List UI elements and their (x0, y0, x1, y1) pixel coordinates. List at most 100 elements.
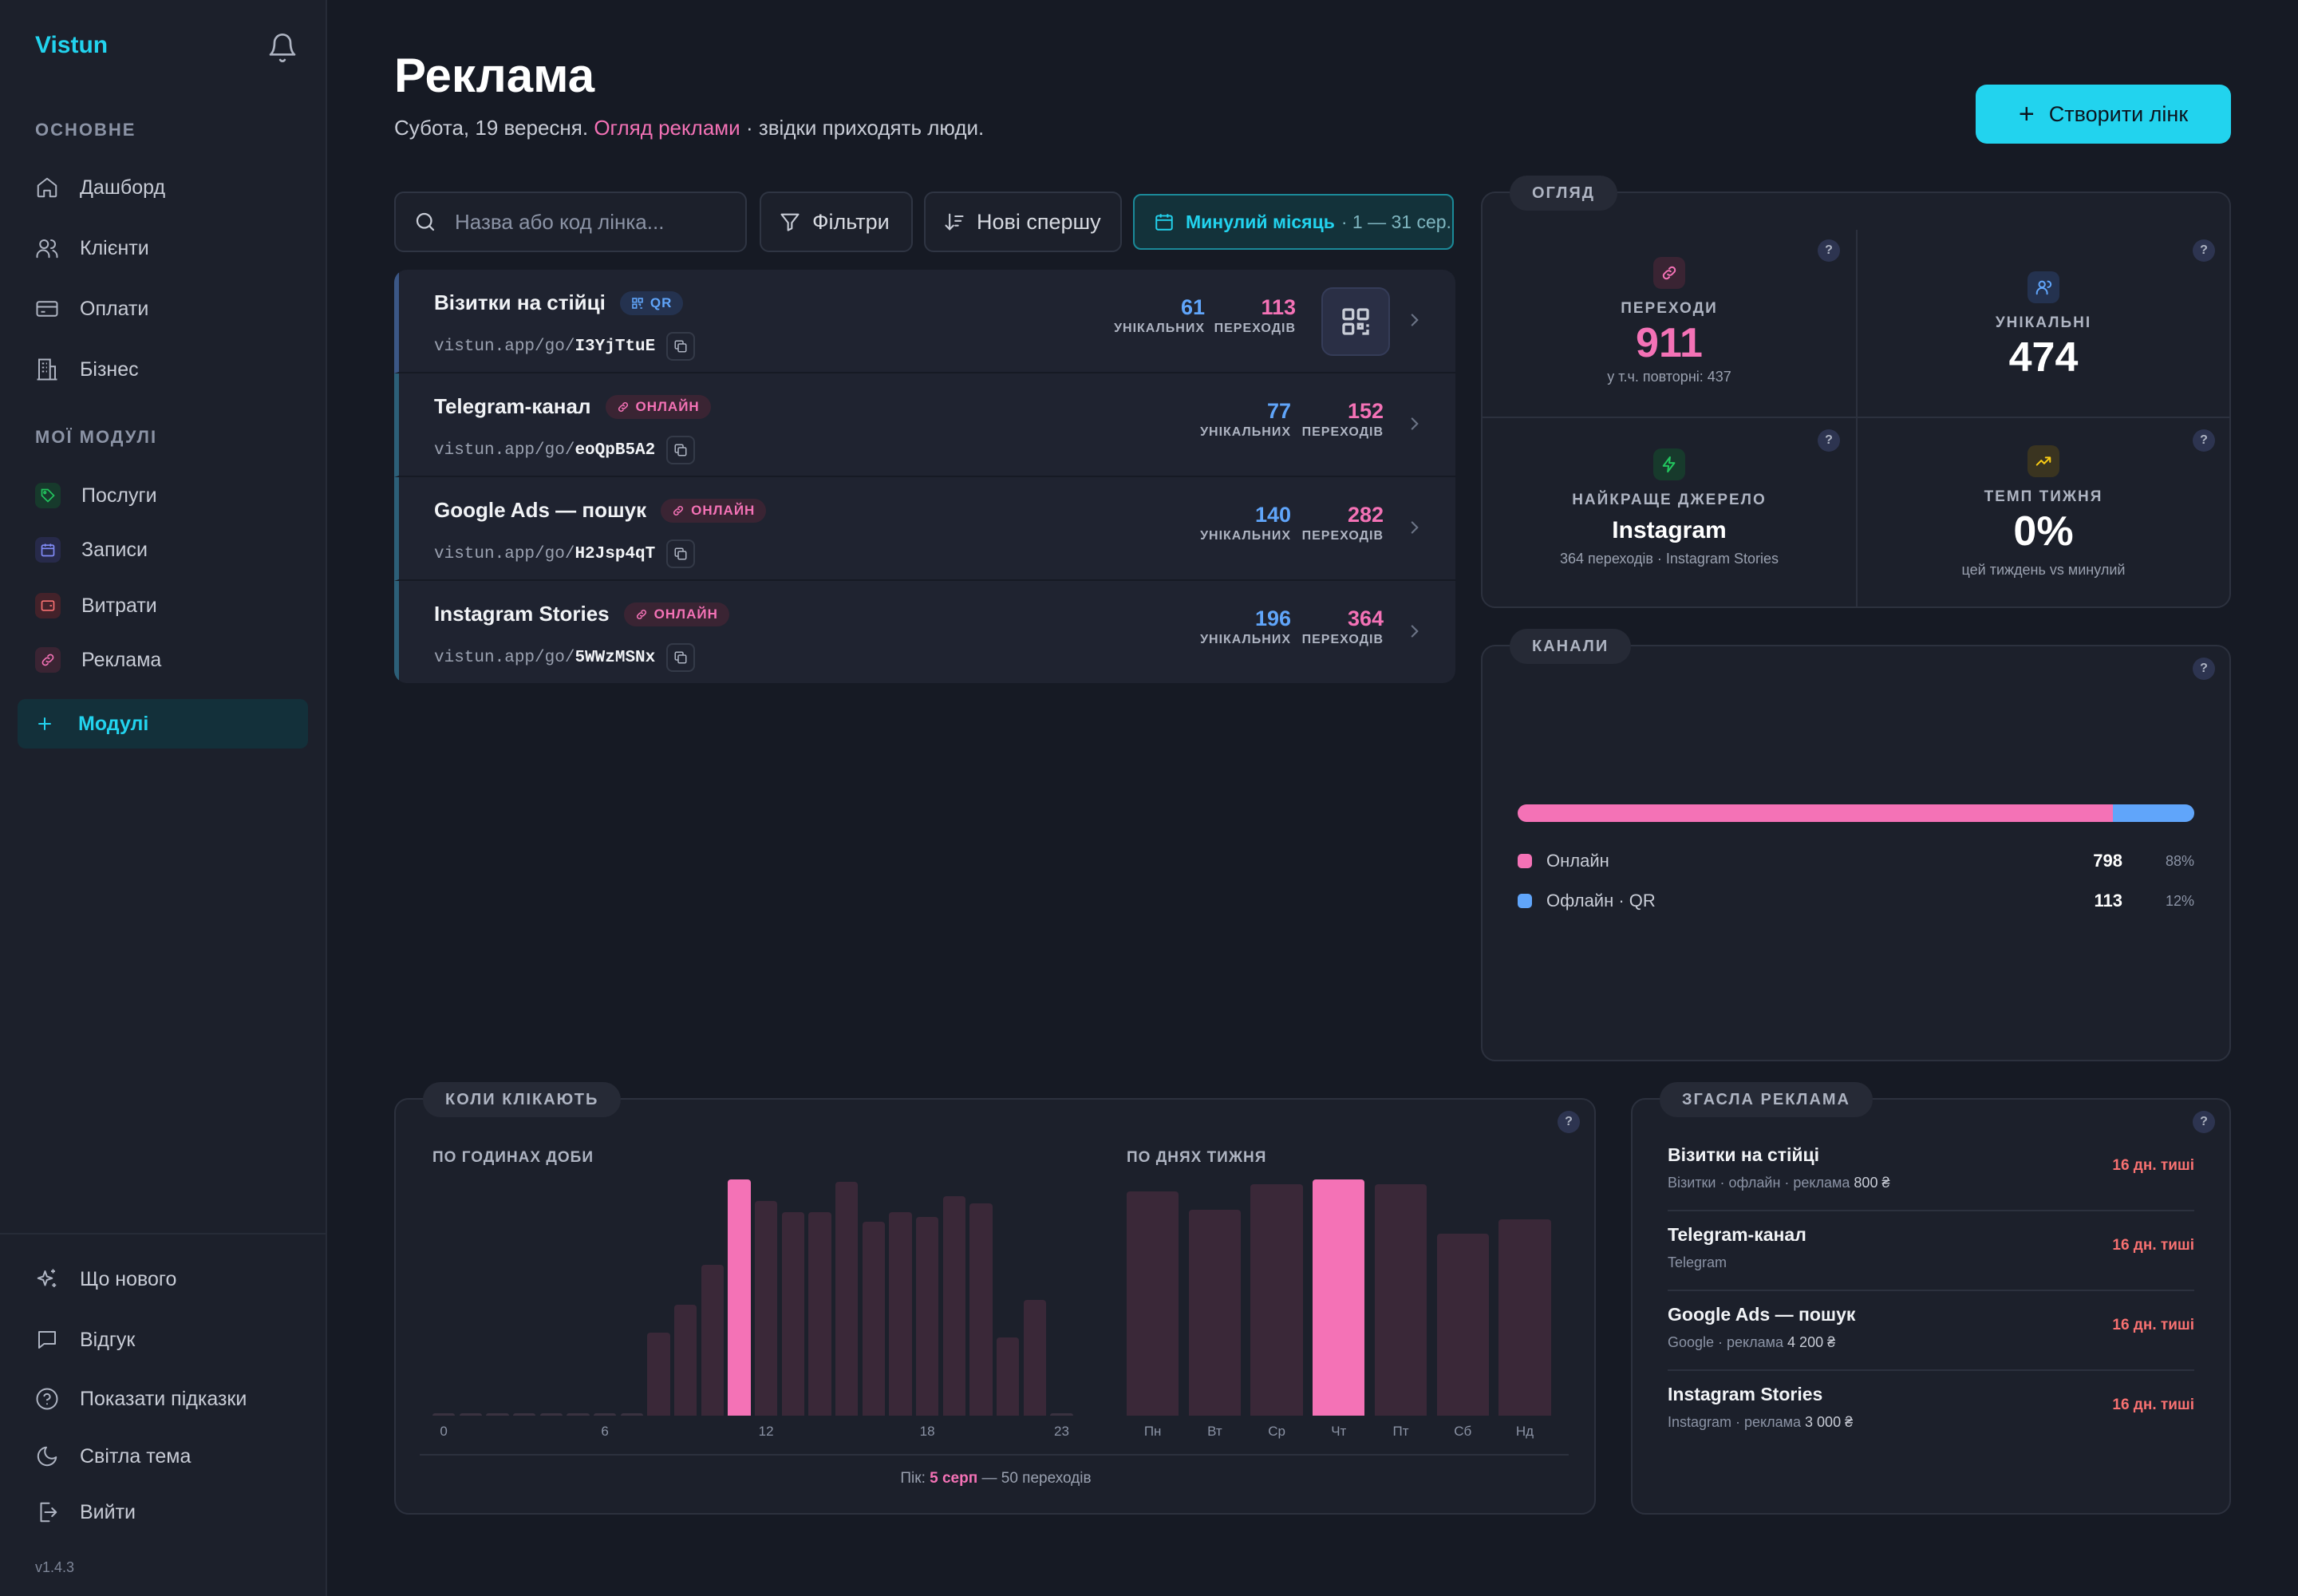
sidebar-item-expenses[interactable]: Витрати (18, 580, 308, 631)
search-input[interactable] (455, 209, 718, 235)
bell-icon[interactable] (267, 32, 298, 64)
x-tick-label: Пт (1392, 1424, 1409, 1439)
help-button[interactable]: ? (2193, 1111, 2215, 1133)
users-icon (36, 239, 58, 259)
sidebar-item-label: Бізнес (80, 358, 139, 381)
chevron-right-icon[interactable] (1404, 621, 1425, 642)
add-module-button[interactable]: Модулі (18, 699, 308, 749)
sort-icon (945, 213, 964, 231)
copy-button[interactable] (666, 643, 696, 672)
create-link-button[interactable]: + Створити лінк (1976, 85, 2231, 144)
link-url: vistun.app/go/eoQpB5A2 (434, 436, 696, 464)
channel-value: 113 (2094, 891, 2123, 911)
link-row[interactable]: Instagram Stories ОНЛАЙН vistun.app/go/5… (394, 581, 1455, 683)
link-row[interactable]: Google Ads — пошук ОНЛАЙН vistun.app/go/… (394, 477, 1455, 581)
unique-metric: УНІКАЛЬНІ 474 (1858, 271, 2229, 381)
tag-icon (35, 483, 61, 508)
add-module-label: Модулі (78, 712, 149, 735)
expired-ad-row[interactable]: Telegram-канал Telegram 16 дн. тиші (1668, 1211, 2194, 1291)
x-tick-label: 0 (440, 1424, 448, 1439)
link-name: Візитки на стійці (434, 290, 606, 314)
expired-ad-name: Instagram Stories (1668, 1384, 1823, 1404)
page-subtitle: Субота, 19 вересня. Огляд реклами · звід… (394, 116, 984, 140)
chart-bar (942, 1195, 965, 1416)
sidebar-item-business[interactable]: Бізнес (18, 344, 308, 395)
week-pace-sub: цей тиждень vs минулий (1961, 562, 2126, 578)
silence-status: 16 дн. тиші (2112, 1396, 2194, 1413)
chevron-right-icon[interactable] (1404, 413, 1425, 434)
main-content: Реклама Субота, 19 вересня. Огляд реклам… (327, 0, 2298, 1596)
expired-ad-meta: Google · реклама 4 200 ₴ (1668, 1334, 1835, 1351)
sort-button[interactable]: Нові спершу (924, 192, 1122, 252)
date-range-button[interactable]: Минулий місяць · 1 — 31 сер. (1133, 194, 1454, 250)
expired-ad-row[interactable]: Instagram Stories Instagram · реклама 3 … (1668, 1371, 2194, 1451)
sidebar-item-feedback[interactable]: Відгук (18, 1314, 308, 1365)
copy-button[interactable] (666, 436, 696, 464)
subtitle-date: Субота, 19 вересня. (394, 116, 589, 140)
expired-ads-tag: ЗГАСЛА РЕКЛАМА (1660, 1082, 1873, 1117)
help-button[interactable]: ? (2193, 658, 2215, 680)
online-badge: ОНЛАЙН (605, 394, 711, 419)
expired-ad-row[interactable]: Візитки на стійці Візитки · офлайн · рек… (1668, 1132, 2194, 1211)
sidebar-item-label: Послуги (81, 484, 157, 507)
link-row[interactable]: Telegram-канал ОНЛАЙН vistun.app/go/eoQp… (394, 373, 1455, 477)
plus-icon: + (2018, 98, 2035, 129)
create-link-label: Створити лінк (2048, 101, 2189, 126)
link-title: Google Ads — пошук ОНЛАЙН (434, 498, 767, 523)
clicks-value: 282 (1347, 503, 1384, 527)
chevron-right-icon[interactable] (1404, 517, 1425, 538)
unique-label: УНІКАЛЬНИХ (1200, 633, 1291, 646)
unique-value: 196 (1254, 606, 1291, 630)
chevron-right-icon[interactable] (1404, 310, 1425, 330)
clicks-stat: 152 ПЕРЕХОДІВ (1302, 399, 1384, 440)
sidebar-item-payments[interactable]: Оплати (18, 283, 308, 334)
help-button[interactable]: ? (2193, 429, 2215, 452)
filters-label: Фільтри (812, 209, 890, 234)
sidebar-item-label: Світла тема (80, 1444, 192, 1468)
qr-code-button[interactable] (1321, 287, 1390, 356)
copy-button[interactable] (666, 332, 696, 361)
sidebar-item-clients[interactable]: Клієнти (18, 223, 308, 274)
subtitle-highlight: Огляд реклами (594, 116, 740, 140)
channel-pct: 88% (2165, 852, 2194, 869)
sidebar-item-dashboard[interactable]: Дашборд (18, 162, 308, 213)
unique-stat: 61 УНІКАЛЬНИХ (1114, 295, 1205, 336)
sidebar-item-ads[interactable]: Реклама (18, 634, 308, 685)
subtitle-rest: · звідки приходять люди. (740, 116, 985, 140)
badge-label: QR (650, 294, 673, 310)
sidebar-item-label: Записи (81, 538, 148, 561)
url-code: 5WWzMSNx (574, 648, 656, 667)
peak-info: Пік: 5 серп — 50 переходів (396, 1470, 1596, 1487)
meta-text: Instagram · реклама (1668, 1414, 1806, 1430)
sidebar-item-appointments[interactable]: Записи (18, 524, 308, 575)
badge-label: ОНЛАЙН (691, 502, 756, 518)
help-button[interactable]: ? (2193, 239, 2215, 262)
copy-button[interactable] (666, 539, 696, 568)
sidebar-item-light-theme[interactable]: Світла тема (18, 1431, 308, 1482)
help-circle-icon (36, 1388, 58, 1410)
unique-label: УНІКАЛЬНИХ (1114, 322, 1205, 335)
x-tick-label: Вт (1207, 1424, 1222, 1439)
chart-bar (916, 1217, 939, 1416)
sidebar-item-whats-new[interactable]: Що нового (18, 1254, 308, 1305)
link-row[interactable]: Візитки на стійці QR vistun.app/go/I3YjT… (394, 270, 1455, 373)
sidebar-item-logout[interactable]: Вийти (18, 1487, 308, 1538)
filters-button[interactable]: Фільтри (760, 192, 913, 252)
search-icon (416, 212, 435, 231)
sidebar-item-label: Показати підказки (80, 1387, 247, 1410)
best-source-value: Instagram (1612, 517, 1727, 543)
help-button[interactable]: ? (1818, 239, 1840, 262)
x-tick-label: 23 (1054, 1424, 1069, 1439)
chart-bar (728, 1179, 751, 1416)
search-field[interactable] (394, 192, 747, 252)
help-button[interactable]: ? (1818, 429, 1840, 452)
expired-ad-row[interactable]: Google Ads — пошук Google · реклама 4 20… (1668, 1291, 2194, 1371)
sidebar-item-label: Реклама (81, 648, 162, 671)
sidebar-item-show-hints[interactable]: Показати підказки (18, 1373, 308, 1424)
app-logo[interactable]: Vistun (35, 32, 109, 58)
help-button[interactable]: ? (1558, 1111, 1580, 1133)
meta-text: Telegram (1668, 1254, 1727, 1270)
sidebar-item-services[interactable]: Послуги (18, 470, 308, 521)
clicks-stat: 364 ПЕРЕХОДІВ (1302, 606, 1384, 647)
unique-label: УНІКАЛЬНИХ (1200, 425, 1291, 439)
